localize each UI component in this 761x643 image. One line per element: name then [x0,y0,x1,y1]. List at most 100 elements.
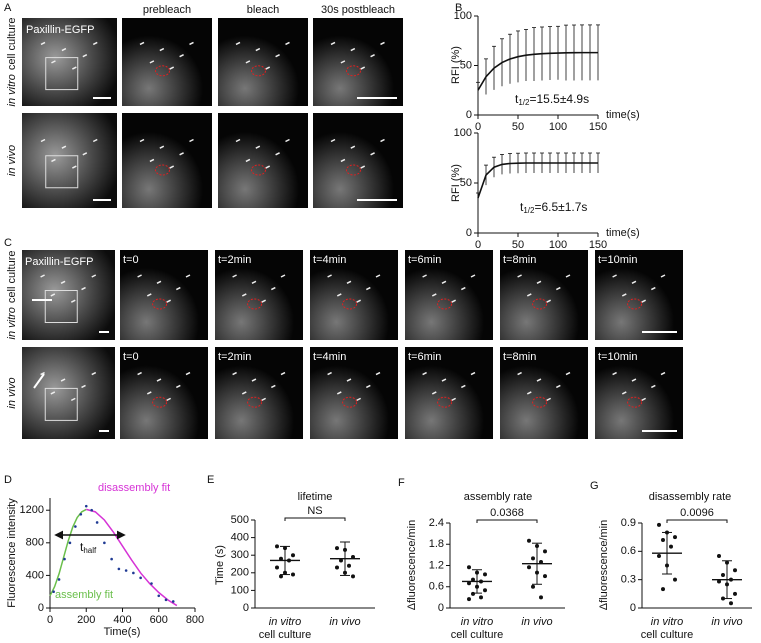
data-point [657,522,661,527]
adhesion-speck [422,371,427,376]
data-point [467,597,471,602]
adhesion-speck [451,397,456,402]
chart-title: lifetime [298,491,333,503]
y-tick-label: 0 [243,602,249,614]
data-point [103,541,106,545]
data-point [68,541,72,545]
annotation: t1/2=6.5±1.7s [520,200,587,215]
direction-arrow [33,373,45,389]
adhesion-speck [175,286,181,291]
adhesion-speck [159,145,165,149]
adhesion-speck [285,41,290,46]
adhesion-speck [360,66,366,70]
adhesion-speck [169,165,175,169]
data-point [717,554,721,559]
x-tick-label: 150 [589,239,607,251]
micrograph [500,250,588,340]
column-header: 30s postbleach [321,4,395,16]
adhesion-speck [470,371,476,376]
adhesion-speck [159,47,165,52]
annotation-part: 1/2 [518,98,530,107]
adhesion-speck [251,280,257,284]
micrograph [310,250,398,340]
adhesion-speck [72,66,77,70]
category-label: in vitro [651,616,683,628]
adhesion-speck [451,299,456,303]
row-label-part: in vitro [6,74,18,106]
x-tick-label: 600 [150,614,168,626]
adhesion-speck [91,371,97,376]
y-axis-label: Δfluorescence/min [406,520,418,611]
data-point [721,572,725,577]
adhesion-speck [565,371,571,376]
adhesion-speck [650,286,656,291]
adhesion-speck [431,391,437,395]
adhesion-speck [270,384,276,389]
adhesion-speck [330,41,336,46]
time-label: t=6min [408,254,441,266]
x-tick-label: 100 [549,121,567,133]
y-tick-label: 50 [460,177,472,189]
panel-letter: F [398,477,405,489]
y-tick-label: 0.6 [621,545,636,557]
zoom-box [45,155,79,189]
adhesion-speck [336,391,342,395]
bleach-roi [342,396,358,408]
micrograph [122,18,212,106]
adhesion-speck [660,274,666,278]
annotation: thalf [80,540,97,555]
adhesion-speck [631,280,637,284]
data-point [527,565,531,570]
adhesion-speck [137,371,142,376]
y-axis-label: RFI (%) [450,46,462,84]
data-point [467,581,471,586]
adhesion-speck [360,165,366,169]
fit-curve [86,508,178,607]
y-tick-label: 50 [460,59,472,71]
significance-bracket [476,519,538,523]
recovery-curve [477,51,598,91]
data-point [57,578,61,581]
data-point [275,544,279,549]
data-point [539,595,543,600]
y-tick-label: 2.4 [429,517,444,529]
data-point [479,595,483,600]
panel-letter: C [4,237,12,249]
significance-label: 0.0368 [490,507,524,519]
y-tick-label: 1.8 [429,538,444,550]
marker-label: Paxillin-EGFP [26,24,94,36]
bleach-roi [532,298,548,310]
bleach-roi [342,298,358,310]
row-label: in vivo [6,145,18,176]
x-axis-label: time(s) [606,227,640,239]
x-axis-label: Time(s) [104,626,141,638]
micrograph [595,347,683,439]
annotation-part: t [80,540,84,554]
bleach-roi [247,298,263,310]
data-point [471,591,475,596]
adhesion-speck [72,165,77,169]
data-point [52,590,55,594]
data-point [733,568,737,573]
y-tick-label: 100 [454,127,472,139]
data-point [717,579,721,584]
micrograph [218,18,308,106]
micrograph [215,250,303,340]
adhesion-speck [185,274,191,278]
adhesion-speck [280,274,286,278]
adhesion-speck [275,152,280,156]
adhesion-speck [61,145,67,149]
micrograph [405,250,493,340]
adhesion-speck [189,41,194,46]
data-point [279,556,283,561]
panel-letter: E [207,474,214,486]
x-tick-label: 200 [77,614,95,626]
row-label-part: in vivo [6,377,18,408]
time-label: t=6min [408,351,441,363]
adhesion-speck [431,293,437,297]
x-tick-label: 0 [475,121,481,133]
bleach-roi [437,396,453,408]
adhesion-speck [612,371,617,376]
y-tick-label: 0 [466,109,472,121]
micrograph [120,347,208,439]
